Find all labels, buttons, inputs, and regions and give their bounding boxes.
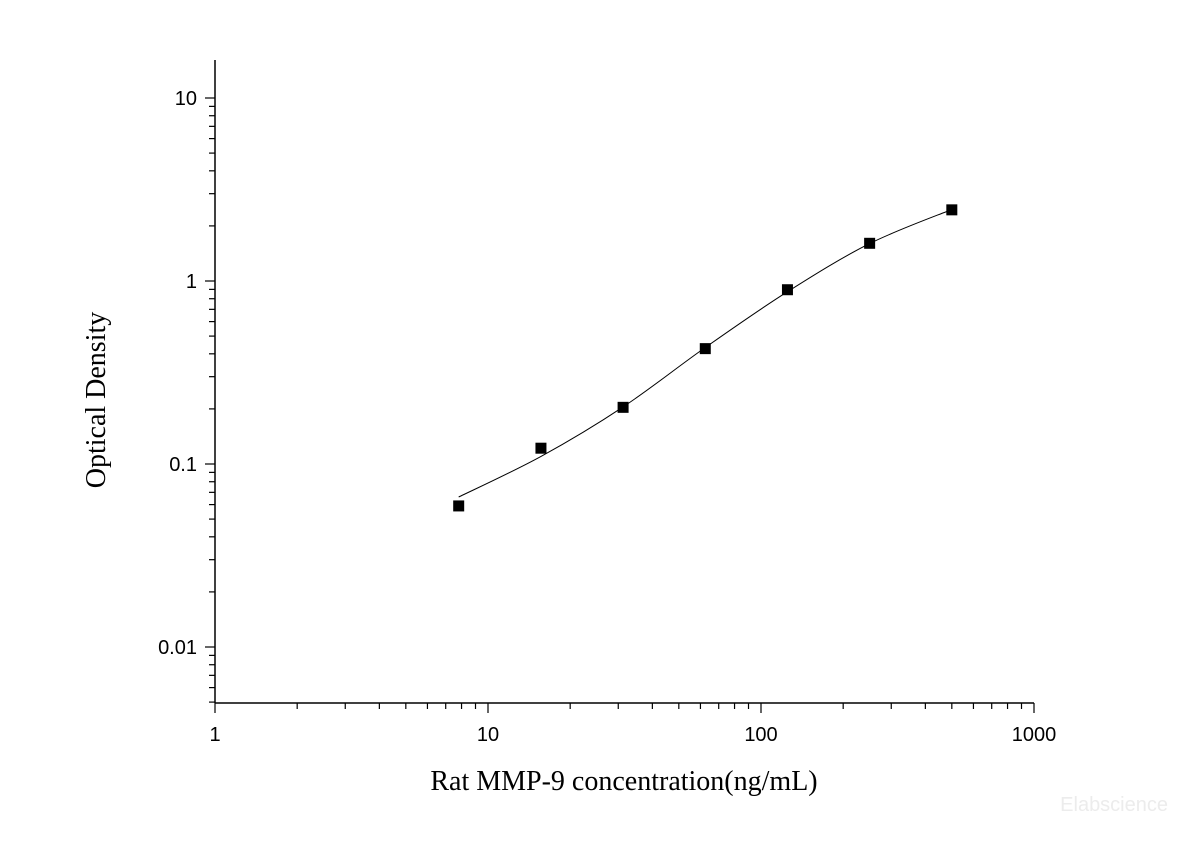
data-point	[453, 500, 465, 512]
y-tick-label: 0.01	[158, 637, 197, 659]
data-point	[946, 204, 958, 216]
watermark-text: Elabscience	[1060, 794, 1168, 816]
x-tick-label: 10	[477, 724, 499, 746]
y-tick-label: 1	[186, 271, 197, 293]
data-point	[617, 401, 629, 413]
data-point	[781, 284, 793, 296]
data-point	[535, 442, 547, 454]
y-axis-label: Optical Density	[81, 312, 112, 489]
y-tick-label: 10	[175, 88, 197, 110]
axes	[214, 60, 1034, 704]
x-tick-label: 1000	[1012, 724, 1057, 746]
tick-labels: 1 10 100 1000 0.01 0.1 1 10	[158, 88, 1056, 746]
x-tick-label: 1	[209, 724, 220, 746]
x-axis-label: Rat MMP-9 concentration(ng/mL)	[430, 766, 817, 797]
y-tick-label: 0.1	[169, 454, 197, 476]
axis-ticks	[205, 97, 1035, 713]
x-tick-label: 100	[744, 724, 777, 746]
data-point	[864, 237, 876, 249]
data-points	[453, 204, 958, 512]
data-point	[699, 343, 711, 355]
